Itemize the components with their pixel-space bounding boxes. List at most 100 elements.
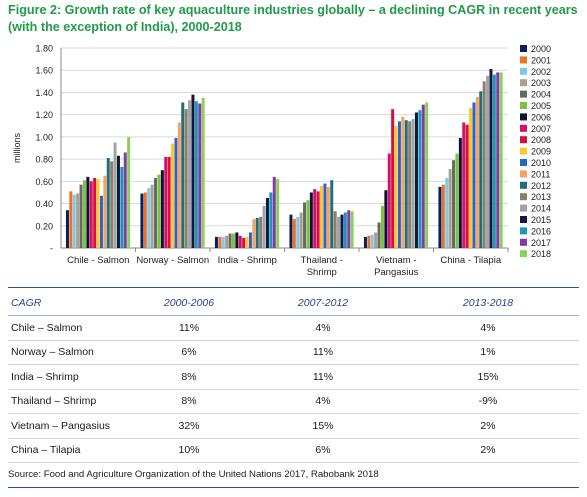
- bar: [269, 192, 273, 248]
- bar: [289, 214, 293, 248]
- cagr-table: CAGR 2000-2006 2007-2012 2013-2018 Chile…: [8, 291, 579, 463]
- table-cell: 8%: [129, 364, 249, 390]
- bar: [499, 72, 503, 248]
- legend-swatch: [520, 67, 527, 75]
- bar: [99, 195, 103, 248]
- legend-label: 2017: [531, 238, 551, 248]
- table-cell: 8%: [129, 389, 249, 414]
- legend-swatch: [520, 56, 527, 64]
- bar: [347, 210, 351, 248]
- table-row: Thailand – Shrimp 8% 4% -9%: [8, 389, 579, 414]
- bar: [235, 232, 239, 248]
- table-row-label: Vietnam – Pangasius: [8, 413, 129, 439]
- bar: [242, 238, 246, 248]
- bar: [384, 190, 388, 248]
- y-tick-label: 1.00: [35, 132, 53, 142]
- bar: [147, 188, 151, 248]
- legend-swatch: [520, 193, 527, 201]
- x-category-label: Vietnam -: [376, 255, 416, 266]
- legend-label: 2000: [531, 44, 551, 54]
- x-category-label: Norway - Salmon: [136, 255, 209, 266]
- y-tick-label: 1.40: [35, 88, 53, 98]
- bar: [404, 120, 408, 248]
- table-cell: 10%: [129, 438, 249, 463]
- bar: [154, 178, 158, 248]
- legend-label: 2006: [531, 112, 551, 122]
- table-cell: 6%: [249, 438, 397, 463]
- bar: [225, 235, 229, 248]
- legend-label: 2010: [531, 158, 551, 168]
- legend-label: 2015: [531, 215, 551, 225]
- bar: [411, 119, 415, 248]
- bar: [177, 122, 181, 248]
- bar: [188, 100, 192, 248]
- bar: [228, 233, 232, 248]
- table-row: Norway – Salmon 6% 11% 1%: [8, 340, 579, 365]
- bar: [82, 180, 86, 248]
- table-header-cell: 2007-2012: [249, 291, 397, 316]
- bar: [469, 108, 473, 248]
- bar: [272, 176, 276, 248]
- table-header-cell: 2000-2006: [129, 291, 249, 316]
- bar: [299, 212, 303, 248]
- bar: [110, 161, 114, 248]
- table-cell: 1%: [397, 340, 579, 365]
- legend-label: 2002: [531, 67, 551, 77]
- bar: [113, 142, 117, 248]
- legend-swatch: [520, 204, 527, 212]
- bar: [350, 211, 354, 248]
- bar: [292, 219, 296, 248]
- bar: [482, 81, 486, 248]
- table-header-row: CAGR 2000-2006 2007-2012 2013-2018: [8, 291, 579, 316]
- bar: [160, 170, 164, 248]
- legend-swatch: [520, 79, 527, 87]
- legend-label: 2004: [531, 90, 551, 100]
- bar: [93, 178, 97, 248]
- bar: [448, 169, 452, 248]
- bar: [425, 102, 429, 248]
- table-header-cell: CAGR: [8, 291, 129, 316]
- bar: [265, 198, 269, 248]
- legend-swatch: [520, 124, 527, 132]
- table-cell: 11%: [129, 315, 249, 341]
- table-cell: 15%: [249, 413, 397, 439]
- bar: [401, 116, 405, 248]
- bar: [76, 193, 80, 248]
- bar: [479, 91, 483, 248]
- x-category-label: Chile - Salmon: [67, 255, 129, 266]
- figure-title: Figure 2: Growth rate of key aquaculture…: [8, 3, 578, 34]
- legend-swatch: [520, 238, 527, 246]
- bar: [421, 104, 425, 249]
- table-row-label: Norway – Salmon: [8, 340, 129, 365]
- x-category-label: Shrimp: [307, 267, 337, 278]
- y-tick-label: 0.80: [35, 155, 53, 165]
- table-row: Chile – Salmon 11% 4% 4%: [8, 315, 579, 341]
- legend-label: 2009: [531, 147, 551, 157]
- table-row-label: India – Shrimp: [8, 364, 129, 390]
- bar: [221, 236, 225, 248]
- legend-label: 2007: [531, 124, 551, 134]
- x-category-label: India - Shrimp: [218, 255, 277, 266]
- bar: [465, 124, 469, 248]
- bar: [380, 205, 384, 248]
- bar: [106, 158, 110, 248]
- bar: [496, 72, 500, 248]
- bar: [127, 136, 131, 248]
- bar: [262, 205, 266, 248]
- bar: [198, 103, 202, 248]
- bar: [238, 235, 242, 248]
- bar: [191, 94, 195, 248]
- bar: [462, 122, 466, 248]
- bar: [374, 232, 378, 248]
- table-row-label: China – Tilapia: [8, 438, 129, 463]
- y-tick-label: 0.40: [35, 199, 53, 209]
- legend-swatch: [520, 113, 527, 121]
- bar: [248, 232, 252, 248]
- legend-label: 2011: [531, 169, 550, 179]
- bar: [65, 210, 69, 248]
- legend-swatch: [520, 227, 527, 235]
- legend-label: 2003: [531, 78, 551, 88]
- bar: [408, 121, 412, 248]
- bar: [231, 233, 235, 248]
- legend-label: 2005: [531, 101, 551, 111]
